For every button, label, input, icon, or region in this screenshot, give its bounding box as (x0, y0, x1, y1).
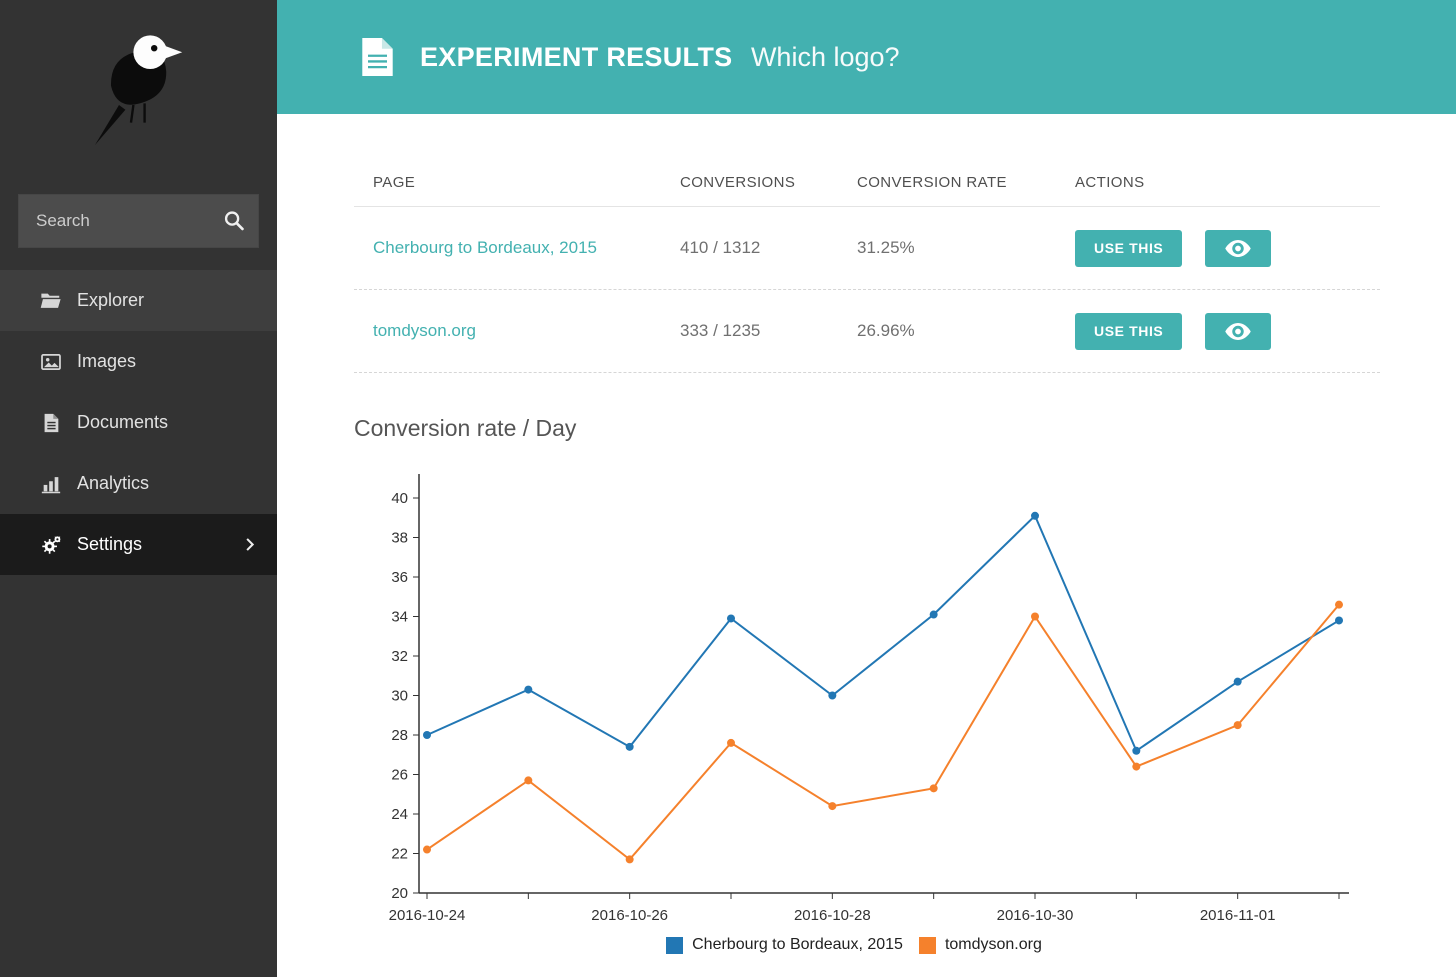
sidebar-item-images[interactable]: Images (0, 331, 277, 392)
bar-chart-icon (40, 473, 62, 495)
svg-text:2016-10-30: 2016-10-30 (997, 907, 1074, 924)
legend-swatch (918, 936, 936, 954)
search-box (18, 194, 259, 248)
svg-text:2016-10-28: 2016-10-28 (794, 907, 871, 924)
legend-item-series-1[interactable]: tomdyson.org (918, 936, 1042, 954)
legend-swatch (666, 936, 684, 954)
svg-text:40: 40 (391, 490, 408, 507)
svg-text:24: 24 (391, 806, 408, 823)
use-this-button[interactable]: USE THIS (1075, 229, 1183, 267)
folder-open-icon (40, 290, 62, 312)
page-link[interactable]: Cherbourg to Bordeaux, 2015 (373, 238, 597, 257)
conversions-value: 333 / 1235 (680, 321, 761, 340)
column-header-conversions: CONVERSIONS (680, 174, 796, 191)
legend-label: tomdyson.org (944, 936, 1042, 953)
search-input[interactable] (18, 194, 259, 248)
legend-item-series-0[interactable]: Cherbourg to Bordeaux, 2015 (666, 936, 903, 954)
sidebar-item-settings[interactable]: Settings (0, 514, 277, 575)
svg-text:26: 26 (391, 767, 408, 784)
svg-text:2016-10-26: 2016-10-26 (591, 907, 668, 924)
page-link[interactable]: tomdyson.org (373, 321, 476, 340)
svg-text:20: 20 (391, 885, 408, 902)
table-row: Cherbourg to Bordeaux, 2015 410 / 1312 3… (354, 207, 1380, 290)
page-title-main: EXPERIMENT RESULTS (420, 41, 733, 72)
svg-text:2016-11-01: 2016-11-01 (1200, 907, 1276, 924)
cog-icon (40, 534, 62, 556)
sidebar-item-explorer[interactable]: Explorer (0, 270, 277, 331)
column-header-actions: ACTIONS (1075, 174, 1145, 191)
conversion-rate-value: 26.96% (857, 321, 915, 340)
column-header-page: PAGE (373, 174, 416, 191)
sidebar-item-label: Settings (77, 534, 143, 554)
column-header-conversion-rate: CONVERSION RATE (857, 174, 1007, 191)
document-icon (362, 38, 393, 76)
svg-text:32: 32 (391, 648, 408, 665)
search-icon (224, 211, 244, 231)
page-title-sub: Which logo? (750, 41, 900, 72)
svg-text:2016-10-24: 2016-10-24 (389, 907, 466, 924)
conversion-chart: 20 22 24 26 28 30 32 34 36 38 40 2016-10-24 2016-10-… (389, 474, 1349, 924)
legend-label: Cherbourg to Bordeaux, 2015 (692, 936, 903, 953)
sidebar-item-label: Documents (77, 412, 169, 432)
page-title: EXPERIMENT RESULTS Which logo? (420, 42, 900, 73)
view-button[interactable] (1205, 312, 1272, 350)
chevron-right-icon (240, 535, 259, 554)
sidebar-item-label: Explorer (77, 290, 145, 310)
table-row: tomdyson.org 333 / 1235 26.96% USE THIS (354, 290, 1380, 373)
sidebar: Explorer Images (0, 0, 277, 977)
document-icon (40, 412, 62, 434)
svg-text:36: 36 (391, 569, 408, 586)
sidebar-item-label: Analytics (77, 473, 150, 493)
main-area: EXPERIMENT RESULTS Which logo? PAGE CONV… (277, 0, 1456, 977)
chart-section-title: Conversion rate / Day (354, 415, 577, 441)
page-header: EXPERIMENT RESULTS Which logo? (277, 0, 1456, 114)
wagtail-bird-icon (94, 35, 182, 145)
svg-text:34: 34 (391, 609, 408, 626)
eye-icon (1225, 239, 1252, 257)
chart-container: 20 22 24 26 28 30 32 34 36 38 40 2016-10-24 2016-10-… (354, 456, 1354, 954)
sidebar-item-label: Images (77, 351, 137, 371)
use-this-button[interactable]: USE THIS (1075, 312, 1183, 350)
image-icon (40, 351, 62, 373)
table-header-row: PAGE CONVERSIONS CONVERSION RATE ACTIONS (354, 158, 1380, 207)
row-actions: USE THIS (1075, 229, 1380, 267)
svg-text:38: 38 (391, 530, 408, 547)
svg-text:30: 30 (391, 688, 408, 705)
svg-text:22: 22 (391, 846, 408, 863)
search-button[interactable] (223, 210, 246, 233)
conversions-value: 410 / 1312 (680, 238, 761, 257)
conversion-rate-value: 31.25% (857, 238, 915, 257)
sidebar-item-documents[interactable]: Documents (0, 392, 277, 453)
svg-text:28: 28 (391, 727, 408, 744)
experiment-results-table: PAGE CONVERSIONS CONVERSION RATE ACTIONS… (354, 158, 1380, 373)
sidebar-menu: Explorer Images (0, 270, 277, 575)
eye-icon (1225, 322, 1252, 340)
sidebar-item-analytics[interactable]: Analytics (0, 453, 277, 514)
wagtail-logo[interactable] (0, 0, 277, 178)
row-actions: USE THIS (1075, 312, 1380, 350)
chart-legend: Cherbourg to Bordeaux, 2015 tomdyson.org (354, 936, 1354, 954)
view-button[interactable] (1205, 229, 1272, 267)
content: PAGE CONVERSIONS CONVERSION RATE ACTIONS… (277, 114, 1456, 954)
